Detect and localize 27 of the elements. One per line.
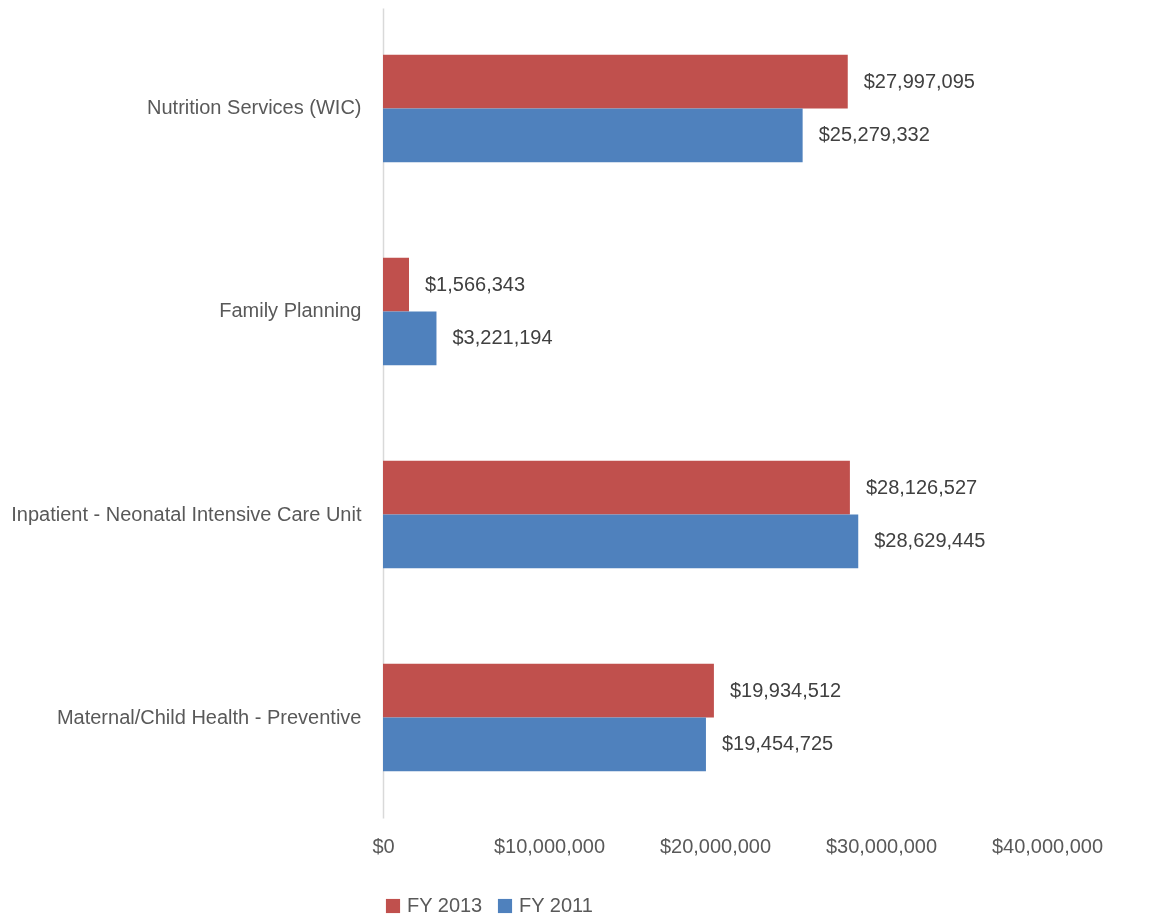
y-tick-label: Maternal/Child Health - Preventive (56, 705, 362, 728)
bar (383, 311, 437, 366)
data-label: $1,566,343 (425, 272, 526, 295)
x-tick-label: $40,000,000 (991, 834, 1104, 857)
legend-label: FY 2011 (519, 894, 593, 916)
x-tick-label: $0 (372, 834, 395, 857)
bar (383, 717, 706, 772)
data-label: $28,126,527 (865, 475, 978, 498)
bar (383, 54, 848, 109)
bar (383, 663, 714, 718)
legend-label: FY 2013 (407, 894, 483, 916)
y-tick-label: Nutrition Services (WIC) (147, 96, 362, 119)
data-label: $27,997,095 (863, 69, 975, 92)
x-tick-label: $10,000,000 (493, 834, 606, 857)
data-label: $3,221,194 (452, 326, 553, 349)
data-label: $28,629,445 (874, 529, 986, 552)
bar (383, 257, 409, 312)
bar (383, 514, 859, 569)
bar (383, 108, 803, 163)
data-label: $25,279,332 (818, 123, 930, 146)
x-tick-label: $20,000,000 (659, 834, 772, 857)
y-tick-label: Family Planning (219, 299, 362, 322)
x-tick-label: $30,000,000 (825, 834, 938, 857)
bar (383, 460, 850, 515)
data-label: $19,934,512 (729, 678, 842, 701)
y-tick-label: Inpatient - Neonatal Intensive Care Unit (11, 502, 362, 525)
data-label: $19,454,725 (721, 732, 834, 755)
